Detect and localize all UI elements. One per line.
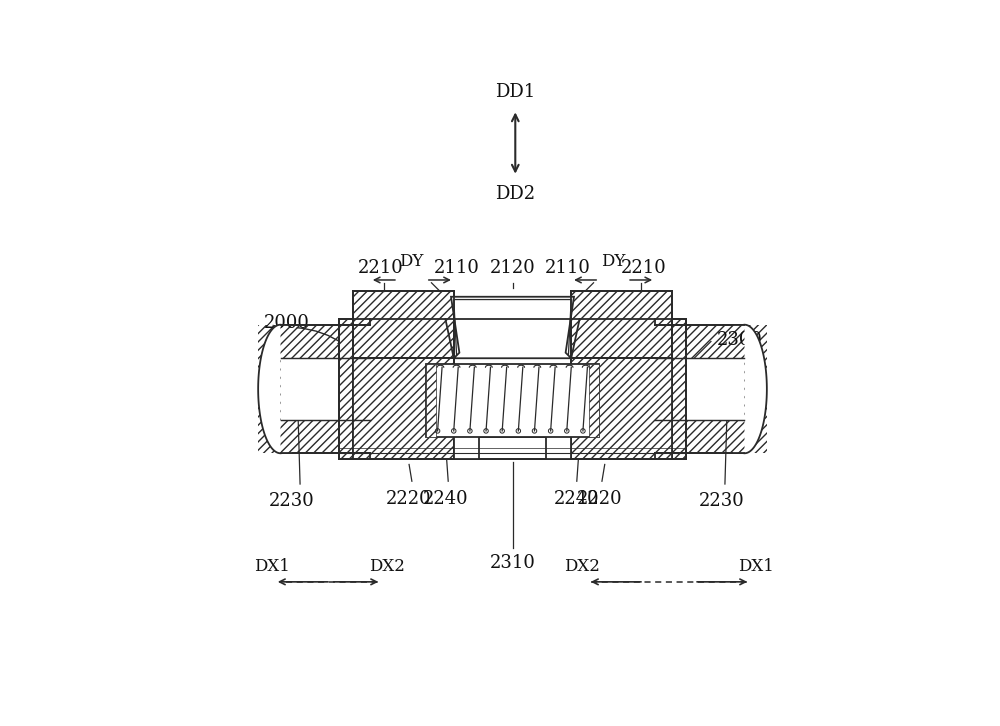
Text: 2120: 2120 [490,259,535,277]
Bar [281,325,370,453]
Bar [479,436,546,459]
Bar [571,358,672,459]
Text: DX2: DX2 [369,558,405,575]
Text: DY: DY [601,253,625,270]
Text: 2220: 2220 [576,489,622,507]
Text: DD1: DD1 [495,83,535,101]
Text: 2310: 2310 [490,554,535,572]
Text: DX1: DX1 [738,558,774,575]
Bar [571,291,672,358]
Bar [733,325,767,453]
Text: DX2: DX2 [564,558,600,575]
Bar [353,358,454,459]
Text: 2210: 2210 [358,259,404,277]
Text: 2300: 2300 [717,331,762,348]
Text: 2110: 2110 [434,259,480,277]
Text: 2000: 2000 [264,314,310,332]
Text: DY: DY [399,253,423,270]
Bar [589,364,599,436]
Bar [258,325,292,453]
Bar [353,291,454,358]
Polygon shape [744,325,767,453]
Text: 2240: 2240 [554,489,600,507]
Polygon shape [451,297,574,358]
Text: 2220: 2220 [386,489,432,507]
Polygon shape [258,325,281,453]
Text: DD2: DD2 [495,185,535,203]
Bar [672,319,686,459]
Bar [655,325,744,453]
Bar [426,364,599,436]
Polygon shape [258,325,281,453]
Bar [655,358,744,420]
Text: 2110: 2110 [545,259,591,277]
Bar [339,319,686,459]
Bar [426,364,436,436]
Text: 2240: 2240 [423,489,468,507]
Text: 2230: 2230 [699,492,745,510]
Text: DX1: DX1 [254,558,290,575]
Text: 2210: 2210 [621,259,667,277]
Bar [281,358,370,420]
Bar [339,319,353,459]
Text: 2230: 2230 [269,492,315,510]
Bar [454,436,571,459]
